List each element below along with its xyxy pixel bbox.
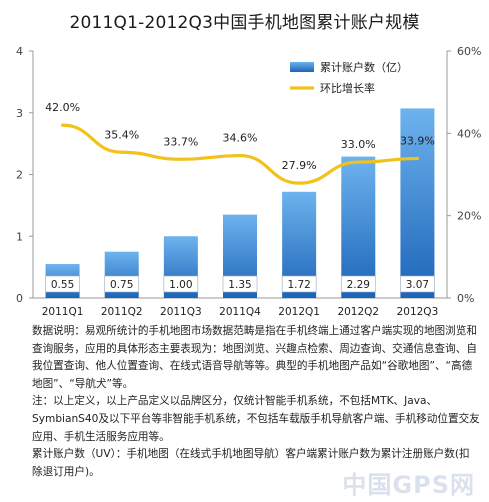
bar-value-label: 2.29 xyxy=(347,279,370,291)
x-tick-label: 2011Q4 xyxy=(219,306,261,318)
growth-rate-label: 35.4% xyxy=(104,128,139,141)
bar-value-box xyxy=(222,275,258,293)
bar-value-box xyxy=(45,275,80,293)
y-right-tick-label: 20% xyxy=(457,210,481,223)
x-tick-label: 2012Q2 xyxy=(337,306,379,318)
bar xyxy=(400,108,435,299)
y-right-tick-label: 60% xyxy=(457,45,481,58)
growth-rate-line xyxy=(60,123,420,185)
legend-bar-label: 累计账户数（亿） xyxy=(320,60,408,74)
x-tick-label: 2011Q1 xyxy=(42,306,84,318)
x-tick-label: 2012Q3 xyxy=(397,306,439,318)
legend: 累计账户数（亿） 环比增长率 xyxy=(290,60,408,95)
y-left-tick-label: 0 xyxy=(16,292,23,305)
x-tick-label: 2011Q2 xyxy=(101,306,143,318)
bar-value-box xyxy=(104,275,140,293)
notes: 数据说明：易观所统计的手机地图市场数据范畴是指在手机终端上通过客户端实现的地图浏… xyxy=(32,323,480,481)
legend-line-label: 环比增长率 xyxy=(320,81,375,95)
x-tick-label: 2012Q1 xyxy=(278,306,320,318)
bar-value-label: 3.07 xyxy=(406,279,429,291)
x-tick-label: 2011Q3 xyxy=(160,306,202,318)
growth-rate-label: 33.9% xyxy=(400,134,435,147)
watermark: 中国GPS网 xyxy=(342,471,475,499)
bar-value-label: 1.00 xyxy=(169,279,192,291)
legend-bar-swatch xyxy=(290,62,314,72)
growth-rate-label: 33.7% xyxy=(163,135,198,148)
growth-rate-label: 33.0% xyxy=(341,138,376,151)
growth-rate-label: 42.0% xyxy=(45,101,80,114)
note-definition: 注：以上定义，以上产品定义以品牌区分，仅统计智能手机系统，不包括MTK、Java… xyxy=(32,395,480,443)
bar-value-label: 1.35 xyxy=(228,279,251,291)
growth-rate-label: 27.9% xyxy=(282,159,317,172)
bar-value-box xyxy=(281,275,317,293)
y-left-tick-label: 1 xyxy=(16,230,23,243)
bar-value-box xyxy=(340,275,376,293)
bar-value-label: 0.55 xyxy=(51,279,74,291)
bar xyxy=(341,156,376,298)
bar-value-label: 0.75 xyxy=(110,279,133,291)
growth-rate-label: 34.6% xyxy=(223,132,258,145)
y-right-tick-label: 40% xyxy=(457,127,481,140)
note-data-description: 数据说明：易观所统计的手机地图市场数据范畴是指在手机终端上通过客户端实现的地图浏… xyxy=(32,325,477,390)
bar-value-label: 1.72 xyxy=(287,279,310,291)
chart-title: 2011Q1-2012Q3中国手机地图累计账户规模 xyxy=(69,13,420,33)
y-right-tick-label: 0% xyxy=(457,292,474,305)
bar-value-box xyxy=(400,275,435,293)
y-left-tick-label: 2 xyxy=(16,169,23,182)
bar-value-box xyxy=(163,275,199,293)
y-left-tick-label: 3 xyxy=(16,107,23,120)
y-left-tick-label: 4 xyxy=(16,45,23,58)
note-uv: 累计账户数（UV）：手机地图（在线式手机地图导航）客户端累计账户数为累计注册账户… xyxy=(32,448,470,478)
